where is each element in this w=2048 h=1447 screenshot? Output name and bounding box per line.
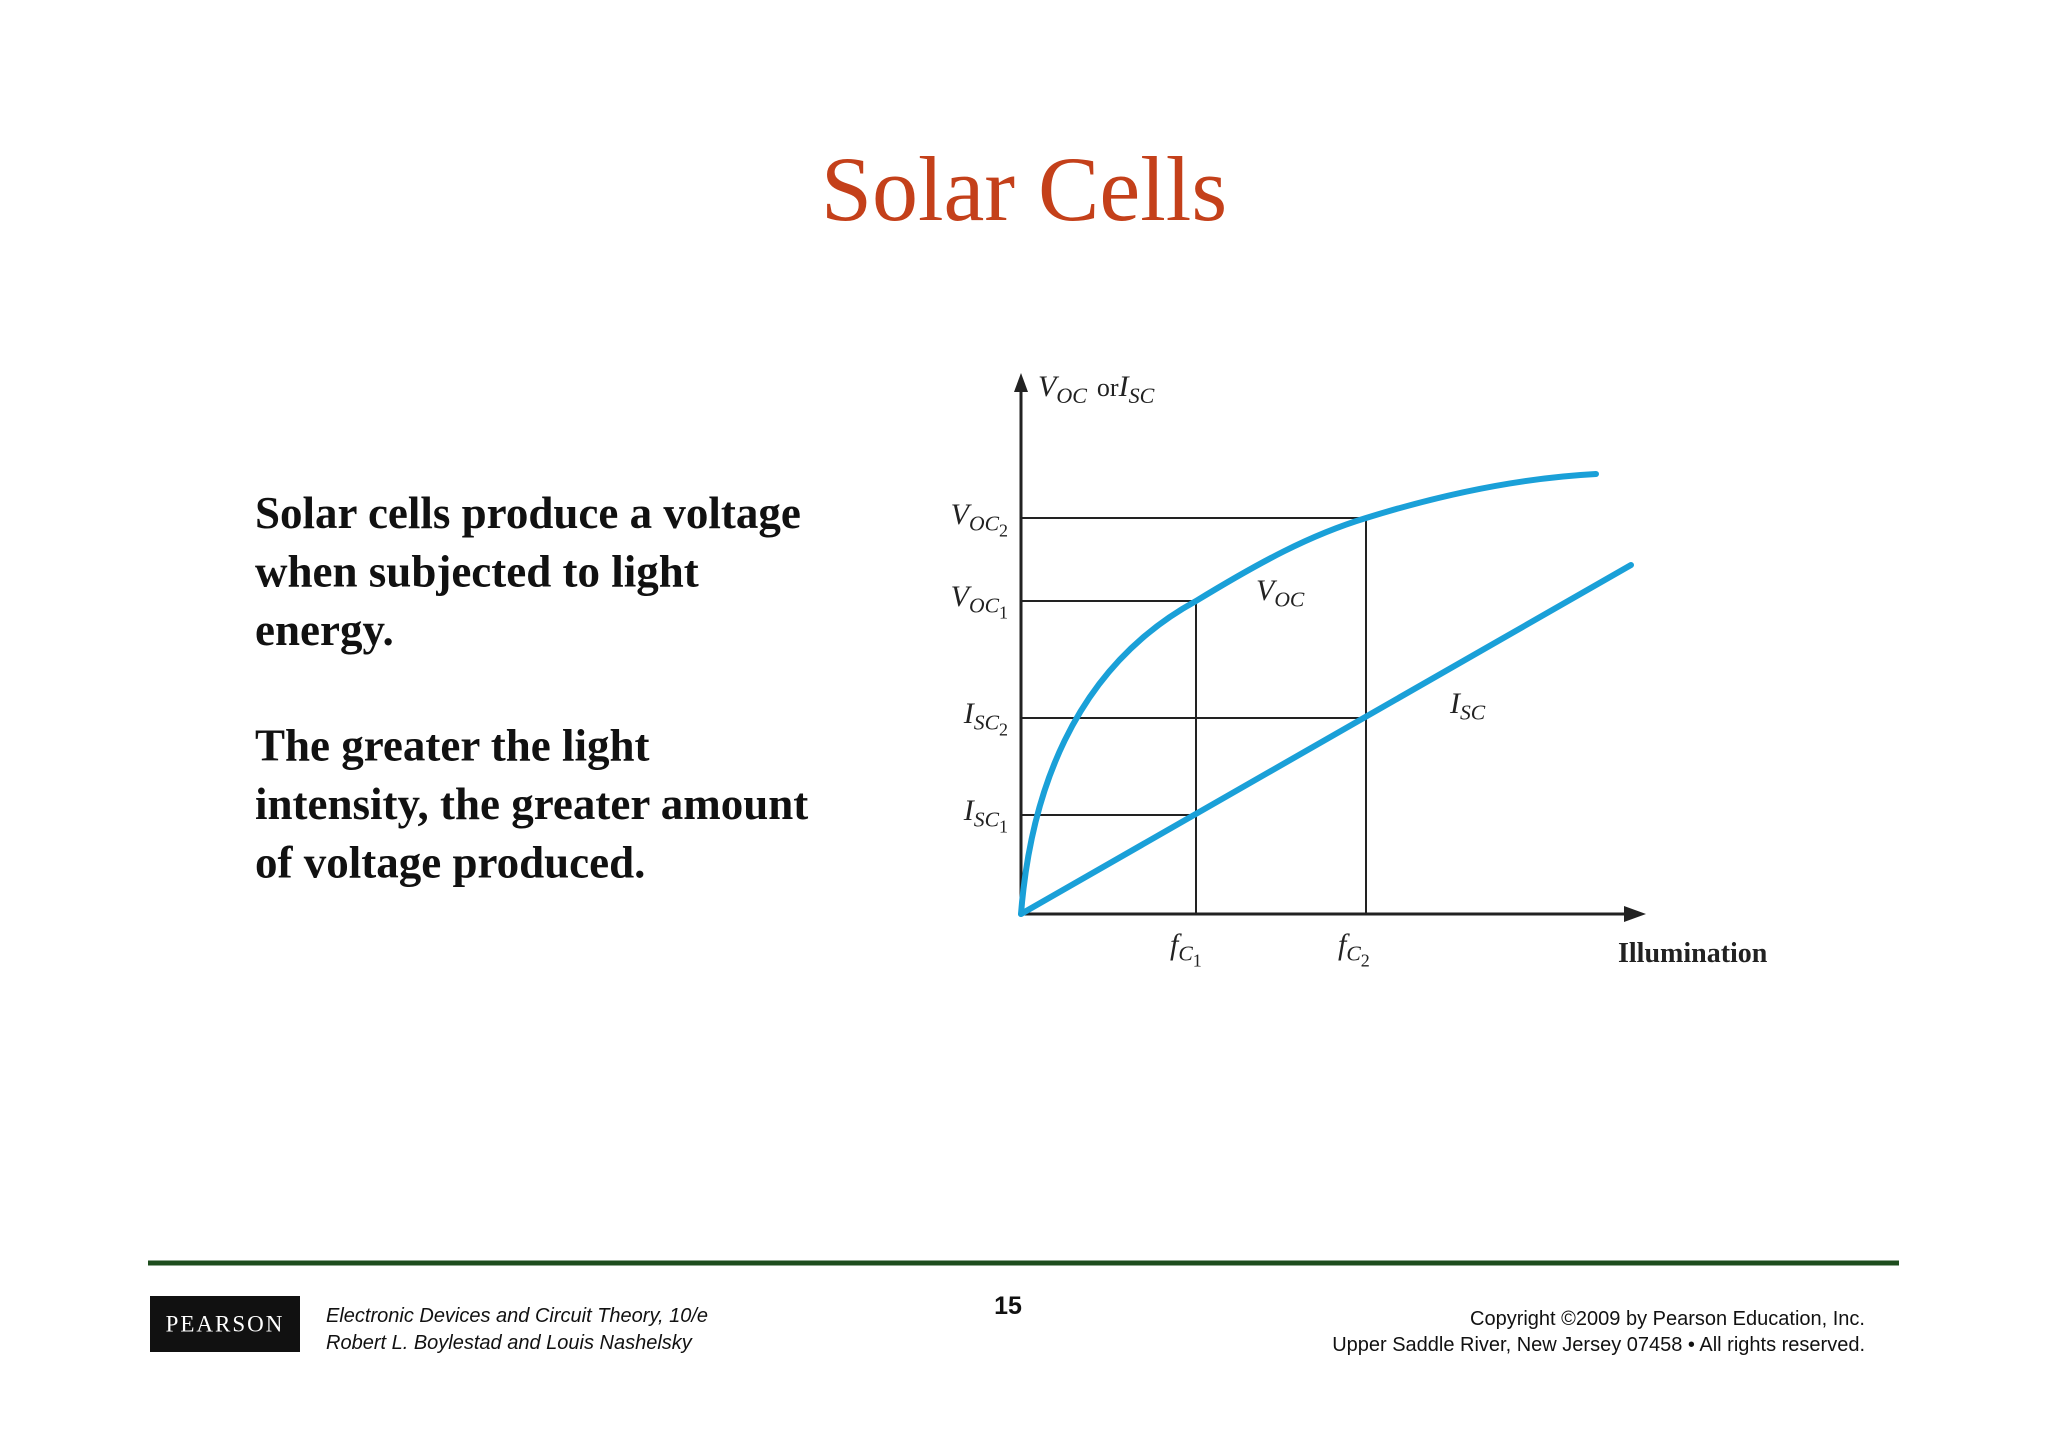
isc2-label: ISC2 — [963, 697, 1008, 740]
second-sub: SC — [1129, 383, 1155, 408]
copyright: Copyright ©2009 by Pearson Education, In… — [1470, 1308, 1865, 1330]
subscript: SC — [974, 711, 1000, 735]
voc-curve — [1018, 471, 1599, 917]
symbol: V — [1256, 574, 1278, 607]
body-line: when subjected to light — [255, 547, 699, 597]
second-symbol: I — [1118, 370, 1131, 403]
symbol: I — [963, 697, 976, 730]
copyright-address: Upper Saddle River, New Jersey 07458 • A… — [1332, 1334, 1865, 1356]
subscript: C — [1346, 942, 1361, 966]
isc-curve-label: ISC — [1449, 687, 1486, 725]
body-text: Solar cells produce a voltage when subjec… — [255, 488, 808, 888]
page-number: 15 — [994, 1292, 1022, 1320]
subscript: SC — [974, 808, 1000, 832]
index: 1 — [999, 817, 1008, 837]
subscript: C — [1178, 942, 1193, 966]
index: 2 — [999, 521, 1008, 541]
isc-line — [1018, 562, 1634, 917]
isc1-label: ISC1 — [963, 794, 1008, 837]
subscript: OC — [969, 594, 1000, 618]
body-line: of voltage produced. — [255, 838, 645, 888]
first-symbol: V — [1038, 370, 1060, 403]
symbol: I — [963, 794, 976, 827]
book-title: Electronic Devices and Circuit Theory, 1… — [326, 1305, 708, 1327]
voc2-label: VOC2 — [951, 498, 1008, 541]
body-line: The greater the light — [255, 721, 650, 771]
voc-curve-label: VOC — [1256, 574, 1305, 612]
logo: PEARSON — [166, 1311, 285, 1336]
voc1-label: VOC1 — [951, 580, 1008, 623]
body-line: energy. — [255, 605, 394, 655]
subscript: OC — [1274, 588, 1305, 612]
logo-box — [150, 1296, 300, 1352]
body-line: intensity, the greater amount — [255, 779, 808, 829]
slide-title: Solar Cells — [821, 138, 1227, 240]
index: 2 — [999, 720, 1008, 740]
book-authors: Robert L. Boylestad and Louis Nashelsky — [326, 1332, 693, 1354]
y-axis-label: VOC orISC — [1038, 370, 1155, 408]
subscript: OC — [969, 512, 1000, 536]
symbol: I — [1449, 687, 1462, 720]
joiner: or — [1097, 373, 1119, 402]
index: 1 — [999, 603, 1008, 623]
x-arrow — [1624, 906, 1646, 922]
index: 2 — [1361, 951, 1370, 971]
index: 1 — [1193, 951, 1202, 971]
subscript: SC — [1460, 701, 1486, 725]
symbol: V — [951, 498, 973, 531]
y-arrow — [1014, 373, 1028, 392]
first-sub: OC — [1056, 383, 1087, 408]
x-axis-label: Illumination — [1618, 938, 1768, 969]
symbol: V — [951, 580, 973, 613]
body-line: Solar cells produce a voltage — [255, 488, 801, 538]
